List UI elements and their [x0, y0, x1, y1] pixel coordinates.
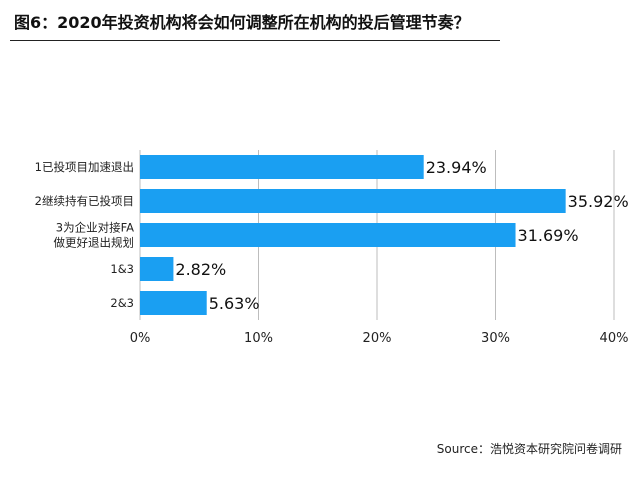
x-tick-label: 20% [363, 331, 392, 346]
title-underline [10, 40, 500, 41]
x-tick-label: 30% [481, 331, 510, 346]
bar [140, 189, 566, 213]
x-tick-label: 10% [244, 331, 273, 346]
category-label: 2&3 [110, 296, 134, 310]
category-label: 2继续持有已投项目 [35, 194, 134, 208]
data-label: 5.63% [209, 294, 260, 313]
chart-title: 图6：2020年投资机构将会如何调整所在机构的投后管理节奏？ [14, 13, 470, 32]
data-label: 31.69% [518, 226, 579, 245]
category-label: 3为企业对接FA [56, 221, 134, 235]
category-label: 做更好退出规划 [54, 236, 135, 250]
bar [140, 223, 516, 247]
category-label: 1&3 [110, 262, 134, 276]
data-label: 2.82% [175, 260, 226, 279]
data-label: 35.92% [568, 192, 629, 211]
bar [140, 155, 424, 179]
data-label: 23.94% [426, 158, 487, 177]
bar [140, 257, 174, 281]
x-tick-label: 0% [130, 331, 151, 346]
source-note: Source：浩悦资本研究院问卷调研 [436, 442, 622, 456]
bar [140, 291, 207, 315]
x-tick-label: 40% [600, 331, 629, 346]
category-label: 1已投项目加速退出 [35, 160, 134, 174]
